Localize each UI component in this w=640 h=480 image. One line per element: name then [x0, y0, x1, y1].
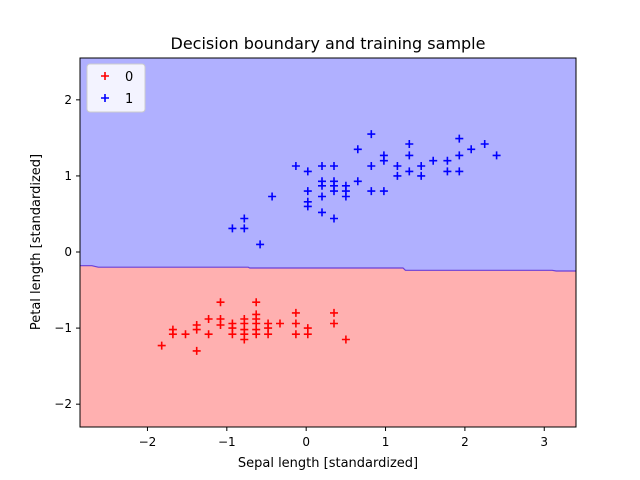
y-tick-label: −2: [54, 397, 72, 411]
legend-marker-1: [101, 94, 109, 102]
data-point-class-0: [264, 330, 273, 339]
y-tick-label: −1: [54, 321, 72, 335]
data-point-class-0: [291, 308, 300, 317]
data-point-class-1: [443, 167, 452, 176]
x-tick-label: 2: [461, 435, 469, 449]
data-point-class-0: [192, 346, 201, 355]
x-tick-label: 0: [302, 435, 310, 449]
data-point-class-1: [303, 197, 312, 206]
legend-box: [86, 63, 146, 113]
data-point-class-1: [417, 162, 426, 170]
decision-region-class-1: [80, 58, 576, 271]
data-point-class-1: [393, 162, 402, 170]
data-point-class-1: [330, 214, 338, 223]
data-point-class-1: [367, 162, 376, 170]
data-point-class-1: [467, 145, 476, 154]
legend: 01: [86, 63, 146, 113]
data-point-class-1: [228, 224, 237, 233]
data-point-class-0: [252, 298, 261, 307]
data-point-class-1: [379, 187, 388, 196]
data-point-class-1: [455, 134, 464, 143]
data-point-class-0: [291, 319, 300, 328]
data-point-class-0: [291, 330, 300, 339]
data-point-class-1: [303, 187, 312, 196]
data-point-class-1: [480, 140, 489, 148]
data-point-class-0: [181, 330, 190, 339]
y-tick-label: 2: [64, 93, 72, 107]
data-point-class-1: [318, 177, 326, 186]
data-point-class-1: [455, 151, 464, 160]
data-point-class-1: [367, 130, 376, 139]
data-point-class-0: [204, 330, 213, 339]
decision-boundary-line: [80, 265, 576, 272]
data-point-class-1: [318, 208, 326, 217]
y-axis-label: Petal length [standardized]: [29, 154, 44, 330]
data-point-class-0: [168, 330, 177, 339]
y-tick-label: 1: [64, 169, 72, 183]
data-point-class-1: [367, 187, 376, 196]
axis-ticks: −2 −1 0 1 2 3 −2 −1 0 1 2: [54, 93, 548, 449]
plot-frame: [79, 57, 577, 428]
data-point-class-1: [256, 240, 265, 249]
x-tick-label: 3: [540, 435, 548, 449]
data-point-class-1: [268, 192, 277, 201]
plot-area: [79, 57, 577, 428]
data-point-class-1: [405, 151, 414, 160]
legend-label-0: 0: [125, 70, 133, 85]
data-point-class-0: [330, 319, 338, 328]
data-point-class-1: [455, 167, 464, 176]
data-point-class-1: [341, 181, 350, 190]
data-point-class-0: [216, 321, 225, 329]
data-point-class-1: [393, 171, 402, 180]
x-axis-label: Sepal length [standardized]: [238, 456, 418, 471]
data-point-class-1: [330, 177, 338, 186]
data-point-class-1: [492, 151, 501, 160]
x-tick-label: 1: [382, 435, 390, 449]
data-point-class-0: [303, 330, 312, 339]
data-point-class-1: [405, 167, 414, 176]
data-point-class-1: [291, 162, 300, 170]
y-tick-label: 0: [64, 245, 72, 259]
legend-marker-0: [101, 72, 109, 80]
series-1: [228, 130, 501, 249]
data-point-class-0: [240, 335, 249, 344]
data-point-class-1: [303, 167, 312, 176]
data-point-class-0: [330, 308, 338, 317]
data-point-class-0: [276, 319, 284, 328]
data-point-class-0: [228, 330, 237, 339]
decision-region-class-0: [80, 265, 576, 427]
data-point-class-1: [318, 162, 326, 170]
data-point-class-0: [192, 325, 201, 334]
data-point-class-1: [443, 156, 452, 165]
data-point-class-0: [157, 341, 166, 350]
data-point-class-1: [318, 192, 326, 201]
data-point-class-1: [240, 224, 249, 233]
data-point-class-1: [405, 140, 414, 148]
data-point-class-0: [252, 330, 261, 339]
x-tick-label: −1: [218, 435, 236, 449]
data-point-class-1: [379, 151, 388, 160]
series-0: [157, 298, 350, 355]
data-point-class-0: [216, 298, 225, 307]
data-point-class-1: [417, 171, 426, 180]
x-tick-label: −2: [139, 435, 157, 449]
data-point-class-0: [204, 315, 213, 323]
data-point-class-1: [353, 177, 362, 186]
data-point-class-1: [240, 214, 249, 223]
data-point-class-0: [341, 335, 350, 344]
data-point-class-1: [353, 145, 362, 154]
data-point-class-1: [330, 162, 338, 170]
chart-title: Decision boundary and training sample: [171, 34, 486, 53]
data-point-class-1: [429, 156, 438, 165]
legend-label-1: 1: [125, 92, 133, 107]
